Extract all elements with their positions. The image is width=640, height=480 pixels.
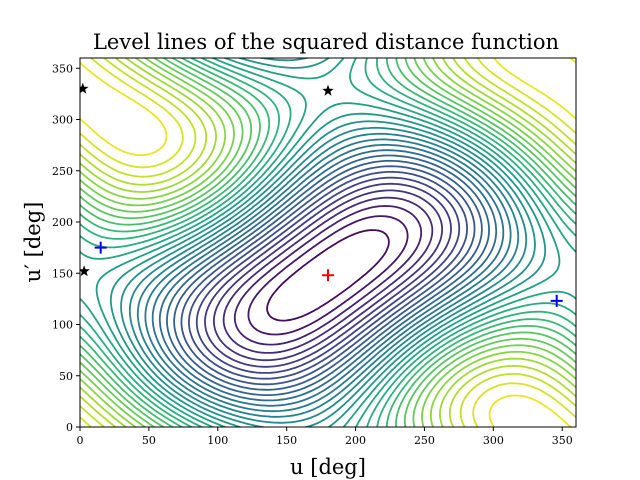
contour-level xyxy=(151,143,505,407)
contour-level xyxy=(136,132,520,418)
min-point-marker xyxy=(94,241,107,254)
contour-level xyxy=(80,58,576,427)
contour-level xyxy=(180,165,476,386)
markers xyxy=(80,82,563,307)
contour-level xyxy=(80,58,576,427)
contour-level xyxy=(188,170,468,380)
contour-level xyxy=(173,159,483,391)
contour-level xyxy=(80,58,576,427)
contour-level xyxy=(95,58,561,427)
contour-level xyxy=(80,58,576,427)
x-tick-label: 100 xyxy=(207,434,228,447)
contour-level xyxy=(80,58,576,427)
y-tick-label: 350 xyxy=(52,62,73,75)
x-axis-label: u [deg] xyxy=(290,455,366,479)
chart-title: Level lines of the squared distance func… xyxy=(93,30,559,54)
contour-level xyxy=(80,58,576,427)
contour-level xyxy=(80,58,576,427)
min-point-marker xyxy=(550,294,563,307)
x-tick-label: 0 xyxy=(77,434,84,447)
saddle-point-marker xyxy=(80,265,90,277)
contour-level xyxy=(213,189,443,362)
y-tick-label: 300 xyxy=(52,114,73,127)
x-tick-label: 250 xyxy=(414,434,435,447)
saddle-point-marker xyxy=(322,84,334,96)
y-tick-label: 150 xyxy=(52,267,73,280)
contour-level xyxy=(80,58,576,427)
contour-level xyxy=(144,138,512,413)
y-tick-label: 250 xyxy=(52,165,73,178)
y-axis-label: u′ [deg] xyxy=(21,202,45,283)
y-tick-label: 100 xyxy=(52,319,73,332)
contour-level xyxy=(109,58,547,427)
max-point-marker xyxy=(322,269,334,282)
contour-level xyxy=(266,229,390,322)
y-tick-label: 0 xyxy=(66,421,73,434)
contour-level xyxy=(80,58,576,427)
contour-level xyxy=(233,205,423,346)
contour-level xyxy=(128,126,528,424)
contour-level xyxy=(80,58,576,427)
contour-level xyxy=(166,154,490,396)
contour-lines xyxy=(80,58,576,427)
contour-level xyxy=(158,149,498,402)
y-tick-label: 50 xyxy=(59,370,73,383)
contour-level xyxy=(195,176,461,374)
contour-level xyxy=(204,182,452,368)
y-ticks: 0 50 100 150 200 250 300 350 xyxy=(52,62,80,434)
saddle-point-marker xyxy=(80,82,89,94)
x-tick-label: 150 xyxy=(276,434,297,447)
x-ticks: 0 50 100 150 200 250 300 350 xyxy=(77,427,573,447)
y-tick-label: 200 xyxy=(52,216,73,229)
contour-level xyxy=(80,58,576,427)
x-tick-label: 300 xyxy=(483,434,504,447)
x-tick-label: 200 xyxy=(345,434,366,447)
x-tick-label: 350 xyxy=(552,434,573,447)
x-tick-label: 50 xyxy=(142,434,156,447)
plot-area xyxy=(80,58,576,427)
contour-level xyxy=(80,58,576,427)
contour-level xyxy=(247,215,409,336)
contour-level xyxy=(80,58,576,427)
contour-level xyxy=(80,58,576,427)
contour-level xyxy=(222,196,434,354)
contour-level xyxy=(120,58,536,427)
plot-frame xyxy=(79,57,577,428)
